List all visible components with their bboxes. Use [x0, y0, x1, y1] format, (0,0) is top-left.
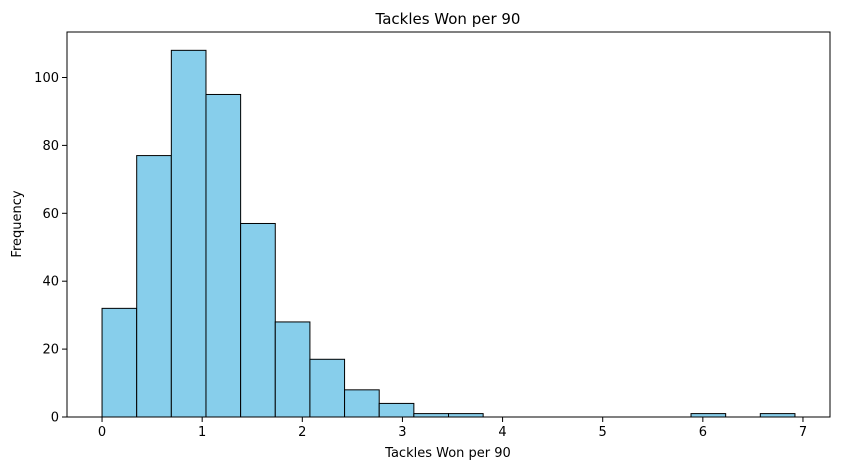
y-tick-label: 100 [34, 71, 59, 86]
y-tick-label: 80 [42, 139, 59, 154]
x-tick-label: 5 [599, 425, 607, 440]
histogram-bar [274, 321, 311, 418]
histogram-bar [378, 402, 415, 418]
bars-group [101, 49, 796, 418]
histogram-bar [690, 413, 727, 418]
x-tick-label: 4 [498, 425, 506, 440]
histogram-bar [136, 155, 172, 418]
histogram-bar [309, 358, 346, 418]
plot-frame [66, 31, 831, 418]
x-tick-label: 7 [799, 425, 807, 440]
histogram-bar [448, 413, 484, 418]
y-tick-label: 60 [42, 207, 59, 222]
y-axis-label: Frequency [10, 190, 25, 257]
histogram-bar [413, 413, 449, 418]
chart-title: Tackles Won per 90 [375, 10, 521, 28]
histogram-bar [344, 389, 380, 418]
x-tick-label: 1 [198, 425, 206, 440]
x-axis-label: Tackles Won per 90 [384, 446, 511, 461]
x-axis-ticks: 0 1 2 3 4 5 6 7 [98, 417, 807, 440]
x-tick-label: 0 [98, 425, 106, 440]
y-tick-label: 40 [42, 275, 59, 290]
histogram-bar [205, 93, 242, 418]
histogram-bar [759, 413, 796, 418]
x-tick-label: 2 [298, 425, 306, 440]
histogram-bar [170, 49, 207, 418]
histogram-bar [101, 307, 138, 418]
y-tick-label: 20 [42, 343, 59, 358]
histogram-bar [240, 222, 276, 418]
y-tick-label: 0 [51, 411, 59, 426]
x-tick-label: 6 [699, 425, 707, 440]
y-axis-ticks: 0 20 40 60 80 100 [34, 71, 67, 426]
x-tick-label: 3 [398, 425, 406, 440]
